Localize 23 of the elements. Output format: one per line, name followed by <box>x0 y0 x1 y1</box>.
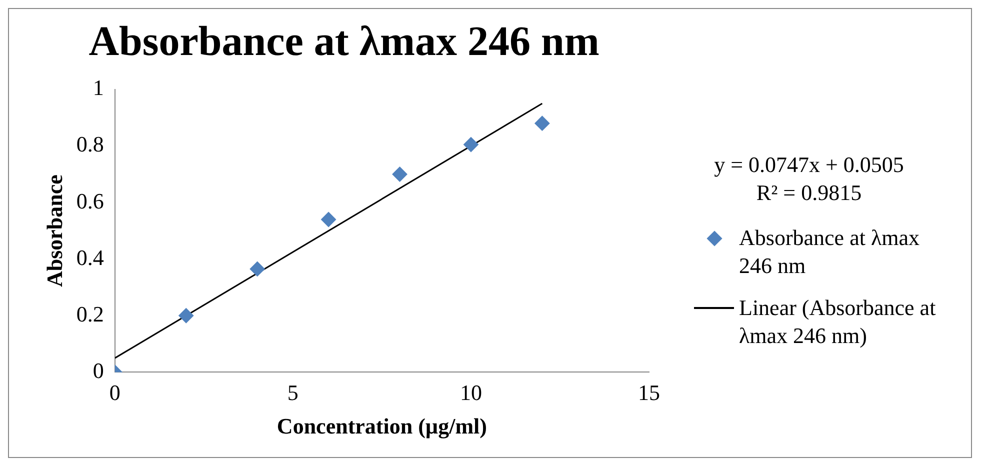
y-tick-label: 0.4 <box>76 244 104 270</box>
x-axis-title: Concentration (µg/ml) <box>276 413 487 438</box>
chart-title: Absorbance at λmax 246 nm <box>88 19 600 66</box>
x-tick-label: 5 <box>287 380 298 406</box>
x-tick-label: 10 <box>460 380 482 406</box>
legend-label: Linear (Absorbance at λmax 246 nm) <box>739 294 937 350</box>
point <box>250 261 265 276</box>
point <box>321 212 336 227</box>
y-tick-label: 0.6 <box>76 188 104 214</box>
text: R² = 0.9815 <box>755 179 863 207</box>
y-axis-title: Absorbance <box>42 174 67 288</box>
y-tick-label: 0 <box>92 358 104 383</box>
x-tick-label: 0 <box>109 380 120 406</box>
point <box>534 116 550 131</box>
legend-label: Absorbance at λmax 246 nm <box>739 224 920 280</box>
y-tick-label: 0.8 <box>76 132 104 157</box>
text: y = 0.0747x + 0.0505 <box>713 151 905 179</box>
x-tick-label: 15 <box>638 380 660 406</box>
y-tick-label: 1 <box>92 75 104 100</box>
point <box>463 137 478 152</box>
point <box>178 308 194 324</box>
point <box>392 166 408 182</box>
y-tick-label: 0.2 <box>76 301 104 326</box>
